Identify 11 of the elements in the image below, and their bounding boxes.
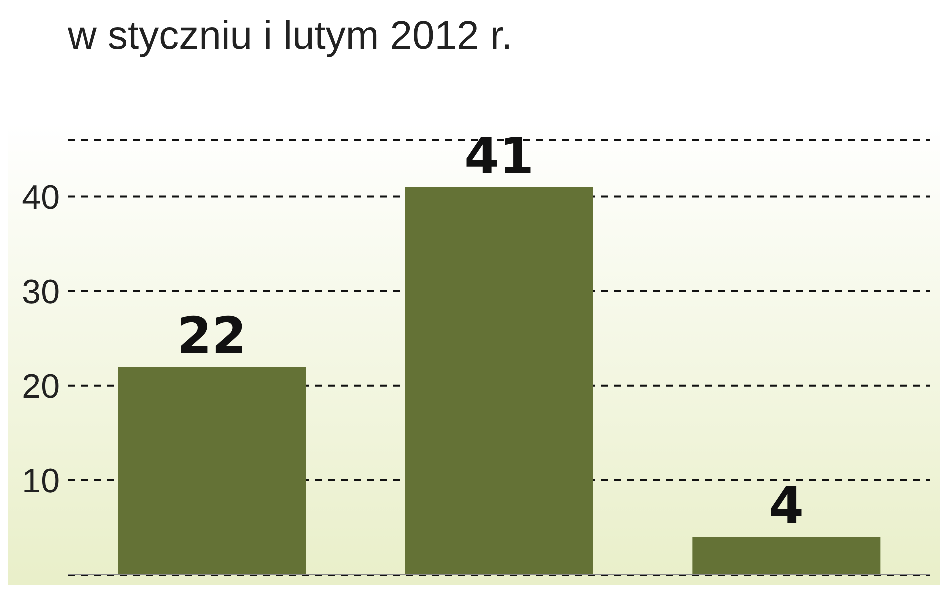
- y-tick-label: 10: [22, 462, 60, 501]
- data-label: 41: [464, 127, 534, 186]
- bar: [118, 366, 306, 575]
- chart-title: w styczniu i lutym 2012 r.: [67, 13, 514, 60]
- bar: [405, 187, 594, 575]
- y-tick-label: 30: [22, 273, 60, 312]
- bar: [692, 537, 881, 575]
- y-tick-label: 20: [22, 368, 60, 406]
- y-tick-label: 40: [22, 178, 60, 217]
- data-label: 22: [177, 306, 247, 365]
- data-label: 4: [769, 477, 804, 536]
